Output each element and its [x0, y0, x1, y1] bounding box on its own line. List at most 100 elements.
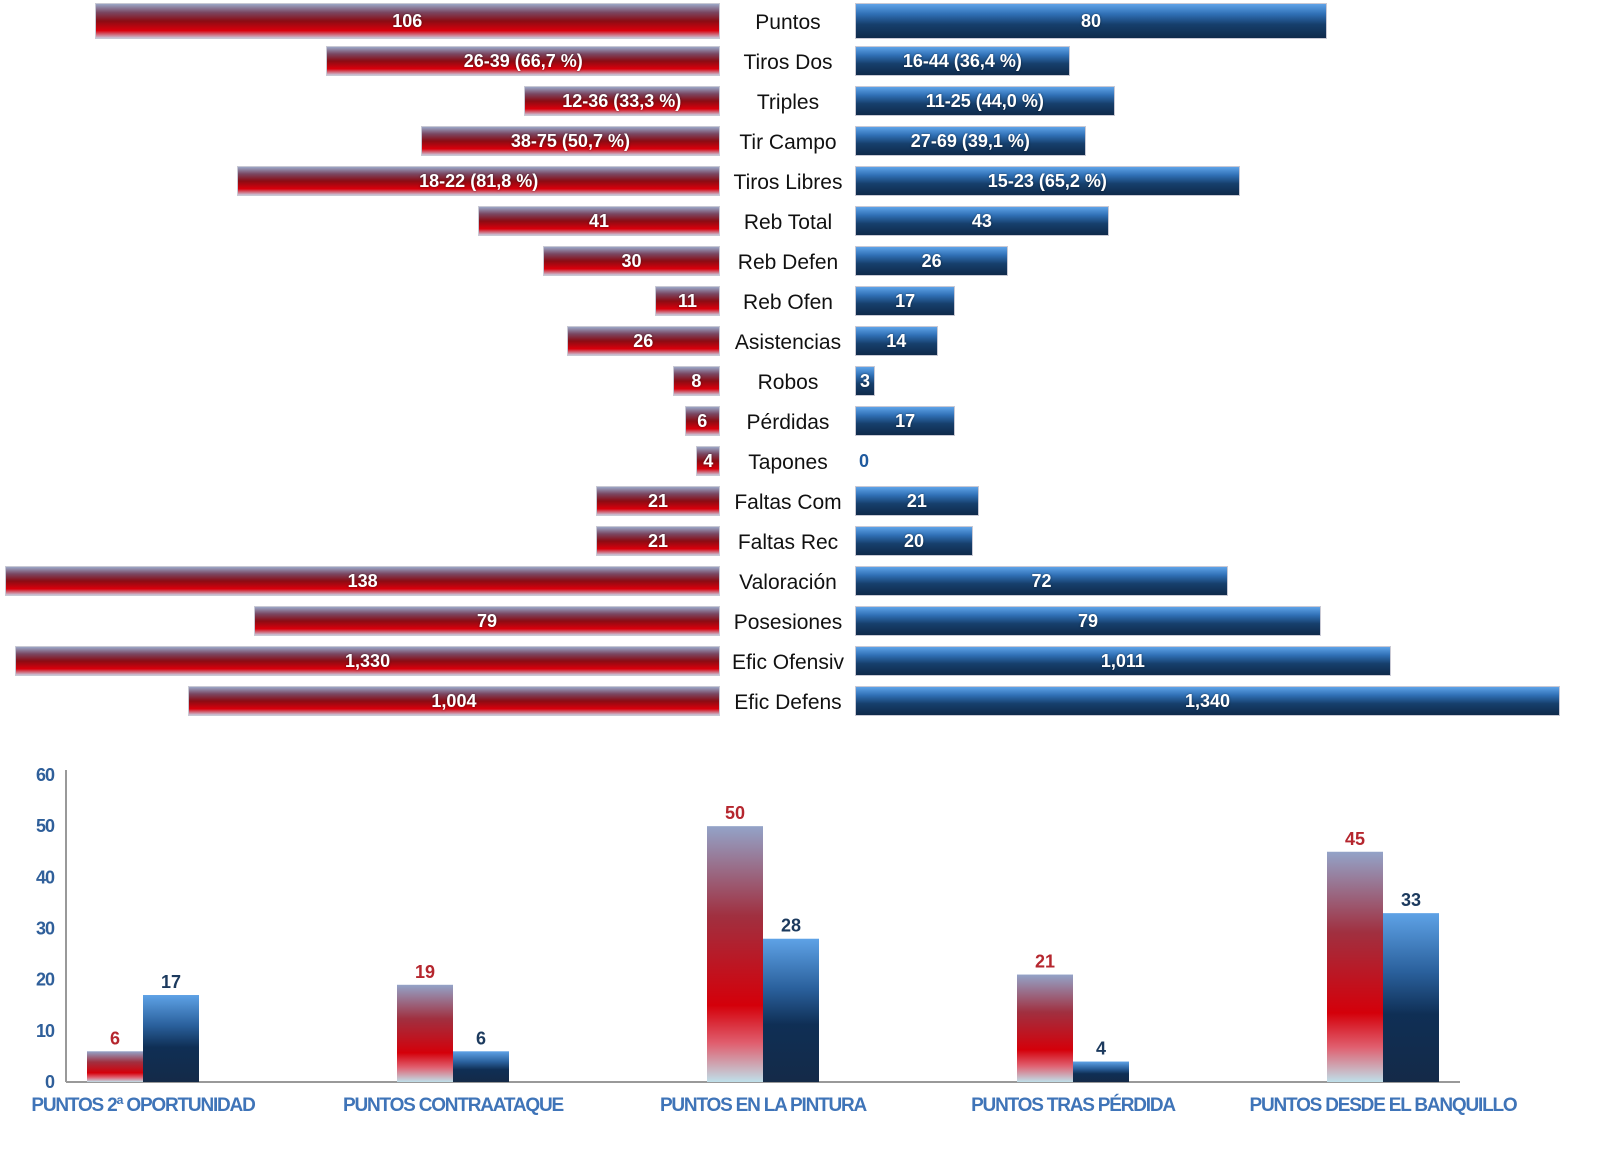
right-bar: 17	[855, 406, 956, 436]
right-bar: 0	[859, 450, 870, 471]
y-tick-label: 60	[36, 765, 55, 785]
chart-row: 6 Pérdidas 17	[0, 401, 1600, 441]
chart-row: 30 Reb Defen 26	[0, 241, 1600, 281]
points-bar-chart: 0 10 20 30 40 50 60 6 17 PUNTOS 2ª OPORTUNIDAD 19 6…	[31, 765, 1518, 1116]
chart-row: 138 Valoración 72	[0, 561, 1600, 601]
data-label: 17	[161, 972, 181, 992]
chart-row: 1,330 Efic Ofensiv 1,011	[0, 641, 1600, 681]
chart-row: 18-22 (81,8 %) Tiros Libres 15-23 (65,2 %)	[0, 161, 1600, 201]
left-bar: 4	[696, 446, 720, 476]
y-tick-label: 10	[36, 1021, 55, 1041]
chart-row: 1,004 Efic Defens 1,340	[0, 681, 1600, 721]
row-label: Faltas Rec	[737, 531, 839, 554]
local-bar	[397, 984, 453, 1082]
row-label: Valoración	[739, 571, 837, 594]
row-label: Efic Defens	[734, 691, 842, 714]
comparison-chart: 106 Puntos 80 26-39 (66,7 %) Tiros Dos 16-44 …	[0, 1, 1600, 721]
y-tick-label: 20	[36, 970, 55, 990]
left-bar: 21	[596, 526, 720, 556]
local-bar	[87, 1051, 143, 1082]
right-bar: 72	[855, 566, 1228, 596]
local-bar	[707, 826, 763, 1082]
row-label: Tiros Libres	[733, 171, 843, 194]
left-bar: 38-75 (50,7 %)	[420, 126, 720, 156]
data-label: 28	[781, 916, 801, 936]
y-tick-label: 50	[36, 816, 55, 836]
chart-row: 8 Robos 3	[0, 361, 1600, 401]
y-tick-label: 40	[36, 867, 55, 887]
row-label: Puntos	[755, 11, 821, 34]
chart-row: 21 Faltas Com 21	[0, 481, 1600, 521]
row-label: Asistencias	[734, 331, 842, 354]
x-category-label: PUNTOS EN LA PINTURA	[660, 1095, 868, 1116]
left-bar: 1,330	[15, 646, 720, 676]
right-bar: 16-44 (36,4 %)	[855, 46, 1070, 76]
right-bar: 26	[855, 246, 1009, 276]
left-bar: 106	[94, 3, 720, 39]
right-bar: 20	[855, 526, 973, 556]
x-category-label: PUNTOS DESDE EL BANQUILLO	[1250, 1095, 1517, 1116]
chart-row: 21 Faltas Rec 20	[0, 521, 1600, 561]
data-label: 45	[1345, 829, 1365, 849]
chart-row: 26 Asistencias 14	[0, 321, 1600, 361]
row-label: Efic Ofensiv	[731, 651, 845, 674]
data-label: 21	[1035, 952, 1055, 972]
x-category-label: PUNTOS TRAS PÉRDIDA	[971, 1094, 1176, 1116]
local-bar	[1017, 974, 1073, 1082]
visitante-bar	[1073, 1061, 1129, 1082]
y-tick-label: 30	[36, 919, 55, 939]
left-bar: 26-39 (66,7 %)	[326, 46, 720, 76]
left-bar: 8	[672, 366, 720, 396]
data-label: 4	[1096, 1039, 1106, 1059]
data-label: 33	[1401, 890, 1421, 910]
row-label: Robos	[757, 371, 819, 394]
y-tick-label: 0	[45, 1072, 55, 1092]
local-bar	[1327, 851, 1383, 1082]
chart-row: 79 Posesiones 79	[0, 601, 1600, 641]
row-label: Tir Campo	[739, 131, 837, 154]
chart-row: 38-75 (50,7 %) Tir Campo 27-69 (39,1 %)	[0, 121, 1600, 161]
chart-row: 12-36 (33,3 %) Triples 11-25 (44,0 %)	[0, 81, 1600, 121]
right-bar: 17	[855, 286, 956, 316]
left-bar: 26	[566, 326, 720, 356]
left-bar: 79	[253, 606, 720, 636]
right-bar: 79	[855, 606, 1322, 636]
chart-row: 11 Reb Ofen 17	[0, 281, 1600, 321]
row-label: Faltas Com	[734, 491, 842, 514]
left-bar: 41	[478, 206, 720, 236]
visitante-bar	[1383, 913, 1439, 1082]
right-bar: 14	[855, 326, 938, 356]
right-bar: 1,340	[855, 686, 1560, 716]
right-bar: 1,011	[855, 646, 1391, 676]
right-bar: 21	[855, 486, 979, 516]
right-bar: 80	[855, 3, 1327, 39]
left-bar: 21	[596, 486, 720, 516]
visitante-bar	[763, 938, 819, 1082]
row-label: Tapones	[748, 451, 828, 474]
chart-row: 4 Tapones 0	[0, 441, 1600, 481]
visitante-bar	[453, 1051, 509, 1082]
row-label: Reb Total	[743, 211, 833, 234]
row-label: Reb Ofen	[743, 291, 833, 314]
left-bar: 11	[655, 286, 720, 316]
chart-row: 41 Reb Total 43	[0, 201, 1600, 241]
left-bar: 6	[684, 406, 720, 436]
left-bar: 138	[5, 566, 720, 596]
x-category-label: PUNTOS CONTRAATAQUE	[343, 1095, 564, 1116]
left-bar: 1,004	[187, 686, 720, 716]
data-label: 6	[476, 1028, 486, 1048]
row-label: Reb Defen	[737, 251, 839, 274]
visitante-bar	[143, 995, 199, 1082]
left-bar: 30	[543, 246, 720, 276]
row-label: Tiros Dos	[743, 51, 833, 74]
data-label: 6	[110, 1028, 120, 1048]
chart-row: 106 Puntos 80	[0, 1, 1600, 41]
row-label: Posesiones	[733, 611, 843, 634]
data-label: 50	[725, 803, 745, 823]
left-bar: 18-22 (81,8 %)	[237, 166, 720, 196]
chart-row: 26-39 (66,7 %) Tiros Dos 16-44 (36,4 %)	[0, 41, 1600, 81]
right-bar: 15-23 (65,2 %)	[855, 166, 1240, 196]
data-label: 19	[415, 962, 435, 982]
right-bar: 43	[855, 206, 1109, 236]
right-bar: 3	[855, 366, 875, 396]
